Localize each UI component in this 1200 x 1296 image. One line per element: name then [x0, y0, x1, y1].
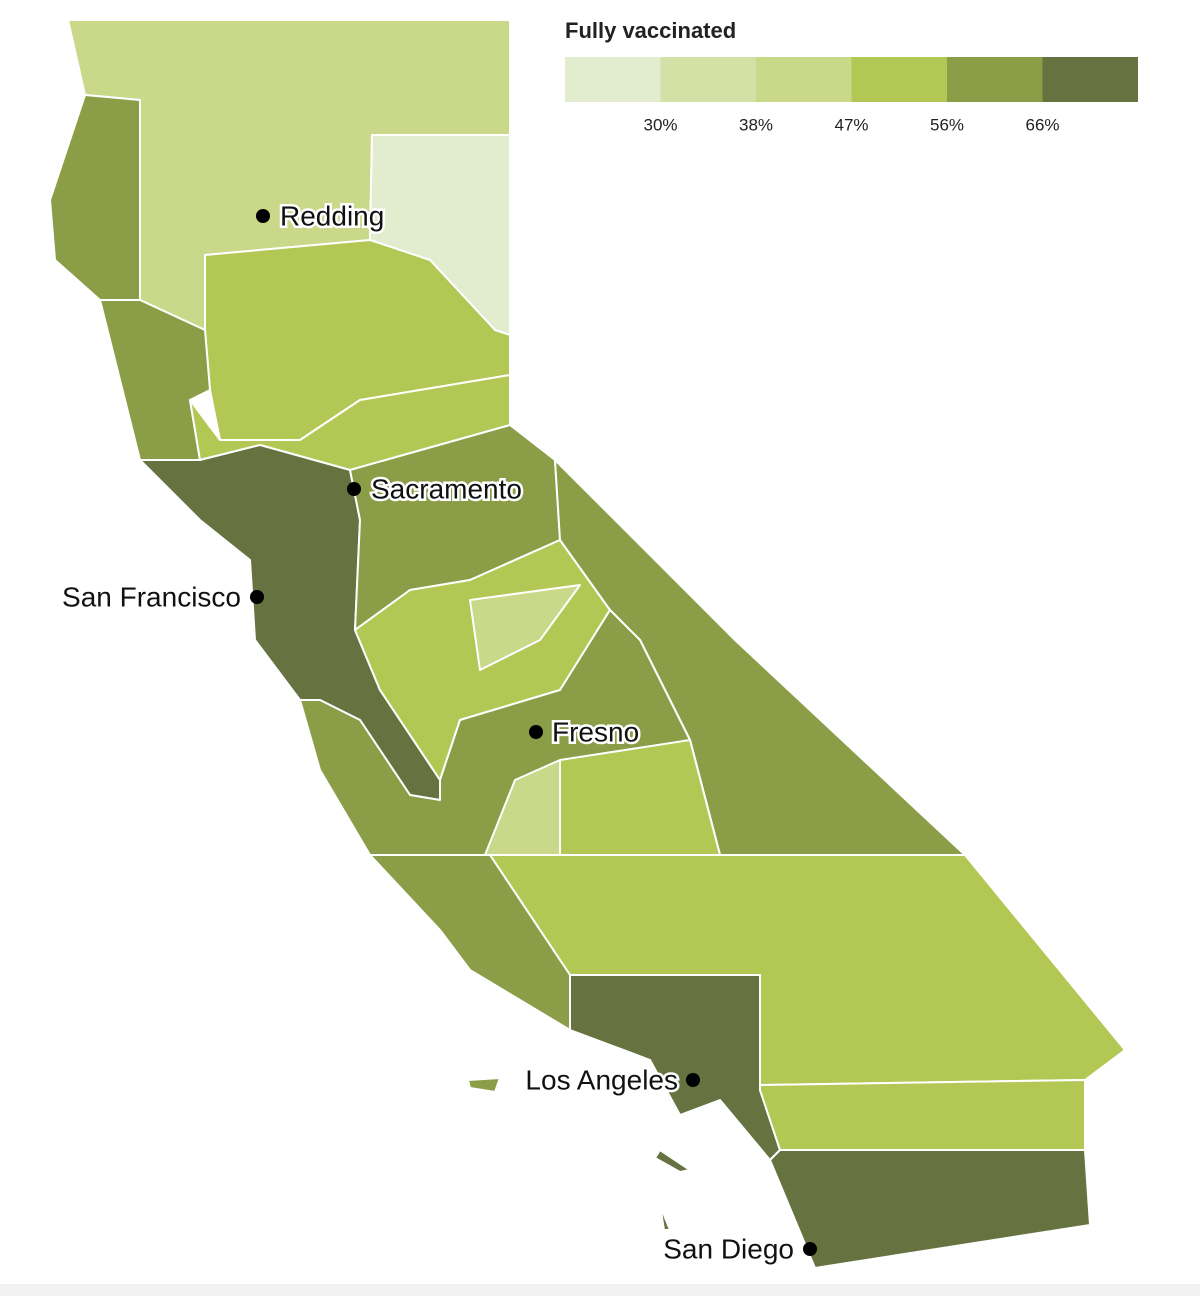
city-label: Sacramento	[371, 473, 522, 504]
island	[659, 1204, 671, 1231]
legend-swatch	[565, 57, 661, 102]
city-dot	[250, 590, 264, 604]
legend-swatch	[1042, 57, 1138, 102]
bottom-bar	[0, 1284, 1200, 1296]
city-dot	[686, 1073, 700, 1087]
island	[467, 1077, 501, 1093]
city-label: San Francisco	[62, 581, 241, 612]
legend-tick-label: 30%	[643, 115, 677, 134]
legend-swatch	[660, 57, 756, 102]
city-dot	[803, 1242, 817, 1256]
legend-tick-label: 47%	[834, 115, 868, 134]
region	[469, 584, 581, 671]
city-dot	[256, 209, 270, 223]
legend: 30% 38% 47% 56% 66%	[565, 57, 1138, 134]
city-dot	[347, 482, 361, 496]
city-dot	[529, 725, 543, 739]
city-label: Fresno	[552, 716, 639, 747]
region	[759, 1079, 1086, 1151]
region	[99, 299, 211, 461]
legend-swatch	[756, 57, 852, 102]
legend-title: Fully vaccinated	[565, 18, 736, 43]
region	[204, 239, 511, 441]
legend-tick-label: 38%	[739, 115, 773, 134]
island	[654, 1149, 691, 1173]
counties	[49, 19, 1126, 1269]
city-label: Los Angeles	[525, 1064, 678, 1095]
legend-swatch	[947, 57, 1043, 102]
city-label: Redding	[280, 200, 384, 231]
legend-swatch	[851, 57, 947, 102]
cities: Redding Sacramento San Francisco Fresno …	[60, 198, 817, 1267]
region	[769, 1149, 1091, 1269]
region	[49, 94, 141, 301]
city-label: San Diego	[663, 1233, 794, 1264]
legend-tick-label: 56%	[930, 115, 964, 134]
legend-tick-label: 66%	[1025, 115, 1059, 134]
region	[489, 854, 1126, 1086]
region	[569, 974, 781, 1161]
